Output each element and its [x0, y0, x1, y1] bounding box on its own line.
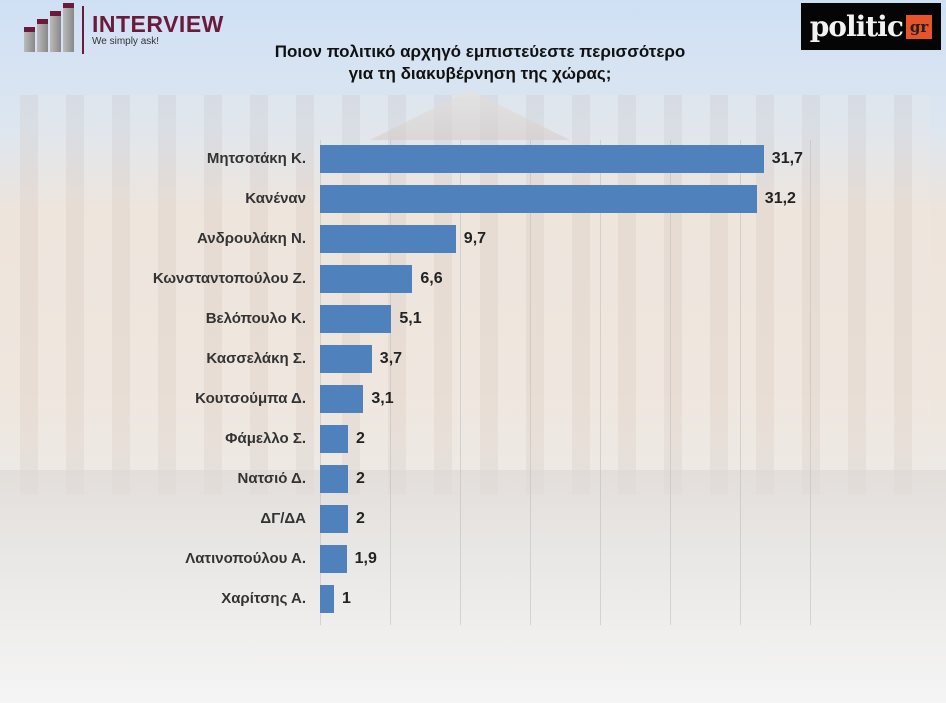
bar — [320, 585, 334, 613]
politic-gr-logo: politic gr — [801, 3, 941, 50]
gr-badge: gr — [905, 14, 933, 39]
bar-row: ΔΓ/ΔΑ 2 — [0, 500, 900, 540]
value-label: 6,6 — [420, 270, 443, 287]
bar — [320, 545, 347, 573]
value-label: 2 — [356, 510, 365, 527]
value-label: 1,9 — [354, 550, 377, 567]
bar-row: Νατσιό Δ. 2 — [0, 460, 900, 500]
bar-row: Φάμελλο Σ. 2 — [0, 420, 900, 460]
bar — [320, 385, 364, 413]
gridline — [600, 140, 601, 625]
bar — [320, 185, 757, 213]
category-label: Χαρίτσης Α. — [221, 590, 306, 607]
bar — [320, 345, 372, 373]
brand-tagline: We simply ask! — [92, 36, 160, 47]
bar-chart: Μητσοτάκη Κ. 31,7 Κανέναν 31,2 Ανδρουλάκη Ν.… — [153, 140, 811, 625]
bar — [320, 225, 456, 253]
title-line-1: Ποιον πολιτικό αρχηγό εμπιστεύεστε περισ… — [274, 42, 686, 61]
category-label: ΔΓ/ΔΑ — [260, 510, 306, 527]
background-ground — [0, 470, 946, 703]
bar-row: Κανέναν 31,2 — [0, 180, 900, 220]
bar-row: Κασσελάκη Σ. 3,7 — [0, 340, 900, 380]
value-label: 31,7 — [771, 150, 803, 167]
bar — [320, 305, 392, 333]
bar-steps-icon — [22, 3, 78, 56]
category-label: Λατινοπούλου Α. — [185, 550, 306, 567]
gridline — [810, 140, 811, 625]
gridline — [390, 140, 391, 625]
bar-row: Κουτσούμπα Δ. 3,1 — [0, 380, 900, 420]
category-label: Μητσοτάκη Κ. — [206, 150, 306, 167]
value-label: 31,2 — [764, 190, 796, 207]
bar-row: Λατινοπούλου Α. 1,9 — [0, 540, 900, 580]
value-label: 3,7 — [379, 350, 403, 367]
category-label: Κανέναν — [245, 190, 306, 207]
politic-wordmark: politic — [809, 10, 904, 43]
bar — [320, 425, 348, 453]
category-label: Ανδρουλάκη Ν. — [197, 230, 306, 247]
value-label: 2 — [356, 470, 365, 487]
category-label: Βελόπουλο Κ. — [205, 310, 306, 327]
value-label: 1 — [342, 590, 351, 607]
brand-name: INTERVIEW — [92, 11, 224, 37]
bar-row: Κωνσταντοπούλου Ζ. 6,6 — [0, 260, 900, 300]
bar-row: Χαρίτσης Α. 1 — [0, 580, 900, 620]
value-label: 5,1 — [399, 310, 422, 327]
gridline — [740, 140, 741, 625]
gridline — [320, 140, 321, 625]
gridline — [460, 140, 461, 625]
bar-row: Μητσοτάκη Κ. 31,7 — [0, 140, 900, 180]
value-label: 2 — [356, 430, 365, 447]
category-label: Κουτσούμπα Δ. — [195, 390, 306, 407]
category-label: Νατσιό Δ. — [237, 470, 306, 487]
category-label: Φάμελλο Σ. — [225, 430, 306, 447]
gridline — [670, 140, 671, 625]
gridline — [530, 140, 531, 625]
value-label: 9,7 — [463, 230, 487, 247]
category-label: Κασσελάκη Σ. — [206, 350, 306, 367]
chart-title: Ποιον πολιτικό αρχηγό εμπιστεύεστε περισ… — [230, 41, 730, 85]
bar-row: Ανδρουλάκη Ν. 9,7 — [0, 220, 900, 260]
bar — [320, 465, 348, 493]
bar — [320, 505, 348, 533]
category-label: Κωνσταντοπούλου Ζ. — [152, 270, 306, 287]
bar-row: Βελόπουλο Κ. 5,1 — [0, 300, 900, 340]
value-label: 3,1 — [371, 390, 394, 407]
interview-logo: INTERVIEW We simply ask! — [22, 3, 224, 56]
bar — [320, 265, 413, 293]
bar — [320, 145, 764, 173]
title-line-2: για τη διακυβέρνηση της χώρας; — [348, 64, 612, 83]
logo-divider — [82, 6, 84, 54]
